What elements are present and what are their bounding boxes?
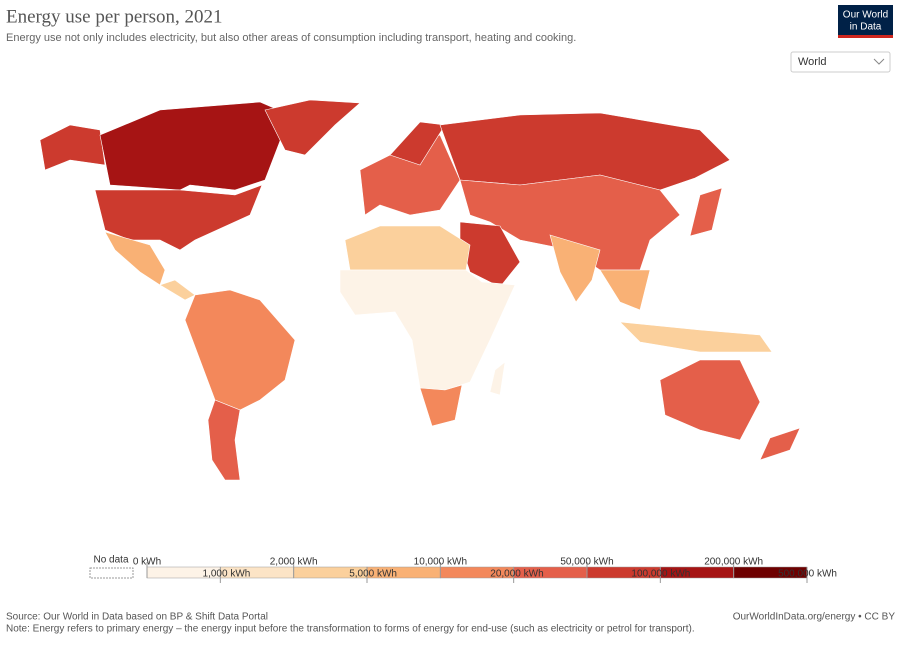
legend-label: 0 kWh: [133, 557, 161, 568]
country[interactable]: [489, 361, 506, 396]
country[interactable]: [344, 225, 471, 271]
logo-underline: [838, 35, 893, 38]
title: Energy use per person, 2021: [6, 6, 223, 27]
logo-box: [838, 5, 893, 38]
country[interactable]: [339, 269, 516, 391]
country[interactable]: [549, 234, 601, 303]
legend-label: 1,000 kWh: [203, 569, 251, 580]
chevron: [873, 58, 885, 65]
region-selector[interactable]: World: [790, 51, 891, 73]
legend-label: 2,000 kWh: [270, 557, 318, 568]
logo-text: Our World: [843, 10, 888, 21]
legend: No data 0 kWh 1,000 kWh 2,000 kWh 5,000 kWh…: [89, 555, 837, 583]
subtitle: Energy use not only includes electricity…: [6, 32, 576, 44]
country[interactable]: [659, 359, 761, 441]
legend-label: 50,000 kWh: [560, 557, 613, 568]
country[interactable]: [689, 187, 723, 237]
no-data-label: No data: [93, 555, 128, 566]
legend-label: 200,000 kWh: [704, 557, 763, 568]
country[interactable]: [184, 289, 296, 411]
selector-value: World: [798, 56, 827, 68]
country[interactable]: [207, 399, 241, 481]
legend-label: 100,000 kWh: [631, 569, 690, 580]
legend-label: 10,000 kWh: [414, 557, 467, 568]
logo-text: in Data: [850, 22, 882, 33]
country[interactable]: [159, 279, 196, 301]
logo[interactable]: Our World in Data: [838, 5, 893, 38]
no-data-swatch: [89, 567, 134, 579]
world-map: [39, 99, 801, 481]
country[interactable]: [619, 321, 773, 353]
country[interactable]: [99, 101, 291, 191]
legend-label: 500,000 kWh: [778, 569, 837, 580]
selector-box: [790, 51, 891, 73]
country[interactable]: [419, 384, 463, 427]
country[interactable]: [264, 99, 361, 156]
country[interactable]: [599, 269, 651, 311]
source: Source: Our World in Data based on BP & …: [6, 612, 268, 623]
legend-label: 5,000 kWh: [349, 569, 397, 580]
country[interactable]: [39, 124, 106, 171]
country[interactable]: [759, 427, 801, 461]
link[interactable]: OurWorldInData.org/energy • CC BY: [733, 612, 896, 623]
note: Note: Energy refers to primary energy – …: [6, 624, 695, 635]
legend-label: 20,000 kWh: [490, 569, 543, 580]
